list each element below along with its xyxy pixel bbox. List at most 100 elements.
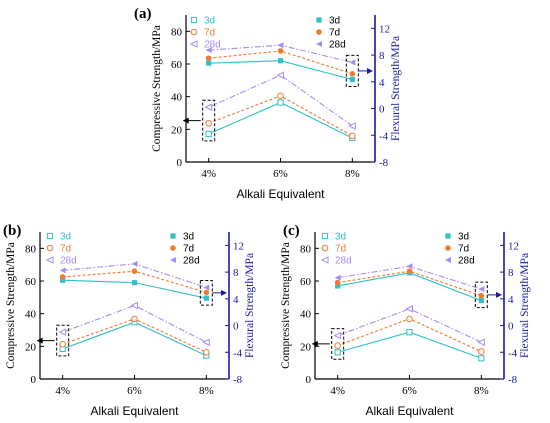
arrow-right-head	[496, 291, 502, 298]
flexural-line-28d	[62, 304, 207, 343]
compressive-point-7d	[203, 289, 210, 296]
compressive-point-7d	[349, 71, 356, 77]
flexural-point-7d	[205, 119, 212, 127]
compressive-point-7d	[59, 274, 66, 280]
legend-label-filled: 3d	[183, 232, 194, 243]
right-tick-label: 8	[379, 50, 385, 62]
flexural-point-7d	[59, 340, 66, 348]
highlight-box-right	[474, 281, 488, 309]
compressive-line-3d	[337, 272, 482, 302]
compressive-point-7d	[334, 279, 341, 286]
x-axis-label: Alkali Equivalent	[90, 404, 179, 418]
legend-label-filled: 28d	[458, 256, 475, 267]
left-tick-label: 20	[171, 124, 183, 136]
flexural-line-28d	[208, 74, 353, 127]
left-tick-label: 40	[171, 92, 183, 104]
flexural-point-7d	[131, 315, 138, 323]
compressive-point-28d	[349, 59, 356, 66]
legend-marker-filled	[445, 233, 451, 239]
legend-label-filled: 3d	[458, 232, 469, 243]
flexural-point-3d	[205, 130, 212, 138]
x-tick-label: 8%	[199, 385, 214, 397]
compressive-point-28d	[203, 284, 210, 291]
compressive-point-3d	[131, 280, 138, 286]
right-axis-label: Flexural Strength/MPa	[519, 253, 531, 358]
flexural-point-3d	[277, 99, 284, 106]
x-axis-label: Alkali Equivalent	[236, 187, 325, 201]
compressive-point-28d	[205, 47, 212, 54]
arrow-right-head	[367, 67, 373, 74]
flexural-point-28d	[276, 71, 284, 79]
arrow-left-head	[36, 337, 43, 344]
arrow-right-head	[221, 289, 227, 296]
compressive-point-3d	[335, 283, 341, 289]
left-tick-label: 60	[171, 59, 183, 71]
compressive-point-3d	[478, 298, 484, 304]
left-tick-label: 40	[300, 309, 312, 321]
x-tick-label: 4%	[55, 385, 70, 397]
compressive-point-28d	[277, 42, 284, 49]
panel-label: (b)	[3, 223, 21, 239]
legend-marker-filled	[445, 257, 451, 263]
right-axis-label: Flexural Strength/MPa	[244, 253, 256, 358]
compressive-point-28d	[59, 267, 66, 274]
legend-marker-filled	[170, 257, 176, 263]
legend-marker-open	[45, 256, 54, 264]
x-tick-label: 6%	[402, 385, 417, 397]
flexural-point-28d	[348, 122, 356, 130]
left-tick-label: 0	[31, 374, 37, 386]
x-tick-label: 8%	[474, 385, 489, 397]
legend-marker-open	[321, 232, 329, 240]
flexural-point-28d	[477, 338, 485, 347]
chart-panel-b: (b) 0 20 40 60 80 -8 -4 0 4 8 12 4% 6% 8% Alkali Equiva…	[3, 223, 256, 418]
flexural-line-3d	[208, 101, 353, 139]
compressive-point-7d	[205, 55, 212, 62]
left-tick-label: 20	[300, 341, 312, 353]
legend-marker-filled	[316, 29, 322, 35]
left-tick-label: 60	[300, 276, 312, 288]
right-tick-label: -8	[233, 374, 243, 386]
flexural-point-7d	[406, 315, 413, 323]
legend-label-filled: 7d	[183, 244, 194, 255]
legend-marker-open	[190, 28, 198, 36]
right-tick-label: -8	[379, 157, 389, 169]
right-tick-label: 4	[233, 294, 239, 306]
legend-label-filled: 7d	[329, 28, 340, 39]
legend-marker-open	[46, 232, 54, 240]
left-axis-label: Compressive Strength/MPa	[280, 242, 292, 369]
legend-label-open: 7d	[335, 244, 346, 255]
flexural-point-28d	[130, 301, 138, 310]
right-tick-label: -4	[233, 347, 243, 359]
legend-marker-open	[320, 256, 329, 264]
right-tick-label: 8	[508, 267, 514, 279]
arrow-left-head	[311, 340, 318, 347]
right-tick-label: 0	[508, 321, 514, 333]
flexural-line-28d	[337, 308, 482, 343]
x-axis-label: Alkali Equivalent	[365, 404, 454, 418]
legend-label-filled: 28d	[183, 256, 200, 267]
right-tick-label: 12	[508, 240, 519, 252]
left-tick-label: 0	[306, 374, 312, 386]
x-tick-label: 6%	[273, 168, 288, 180]
x-tick-label: 6%	[127, 385, 142, 397]
right-tick-label: 12	[379, 23, 390, 35]
left-tick-label: 60	[25, 276, 37, 288]
left-axis-label: Compressive Strength/MPa	[151, 25, 163, 152]
flexural-point-7d	[478, 348, 485, 355]
flexural-point-28d	[58, 328, 67, 337]
compressive-point-7d	[131, 268, 138, 275]
compressive-point-3d	[349, 76, 355, 83]
flexural-point-7d	[349, 132, 356, 140]
right-tick-label: 0	[379, 104, 385, 116]
legend-label-filled: 7d	[458, 244, 469, 255]
panel-label: (c)	[283, 223, 300, 239]
arrow-left-head	[182, 117, 189, 124]
legend-label-open: 3d	[204, 16, 215, 27]
left-tick-label: 0	[177, 157, 183, 169]
compressive-point-3d	[277, 58, 284, 64]
highlight-box-left	[202, 99, 216, 142]
legend-marker-open	[190, 16, 198, 24]
right-tick-label: -8	[508, 374, 518, 386]
compressive-point-3d	[60, 277, 66, 283]
